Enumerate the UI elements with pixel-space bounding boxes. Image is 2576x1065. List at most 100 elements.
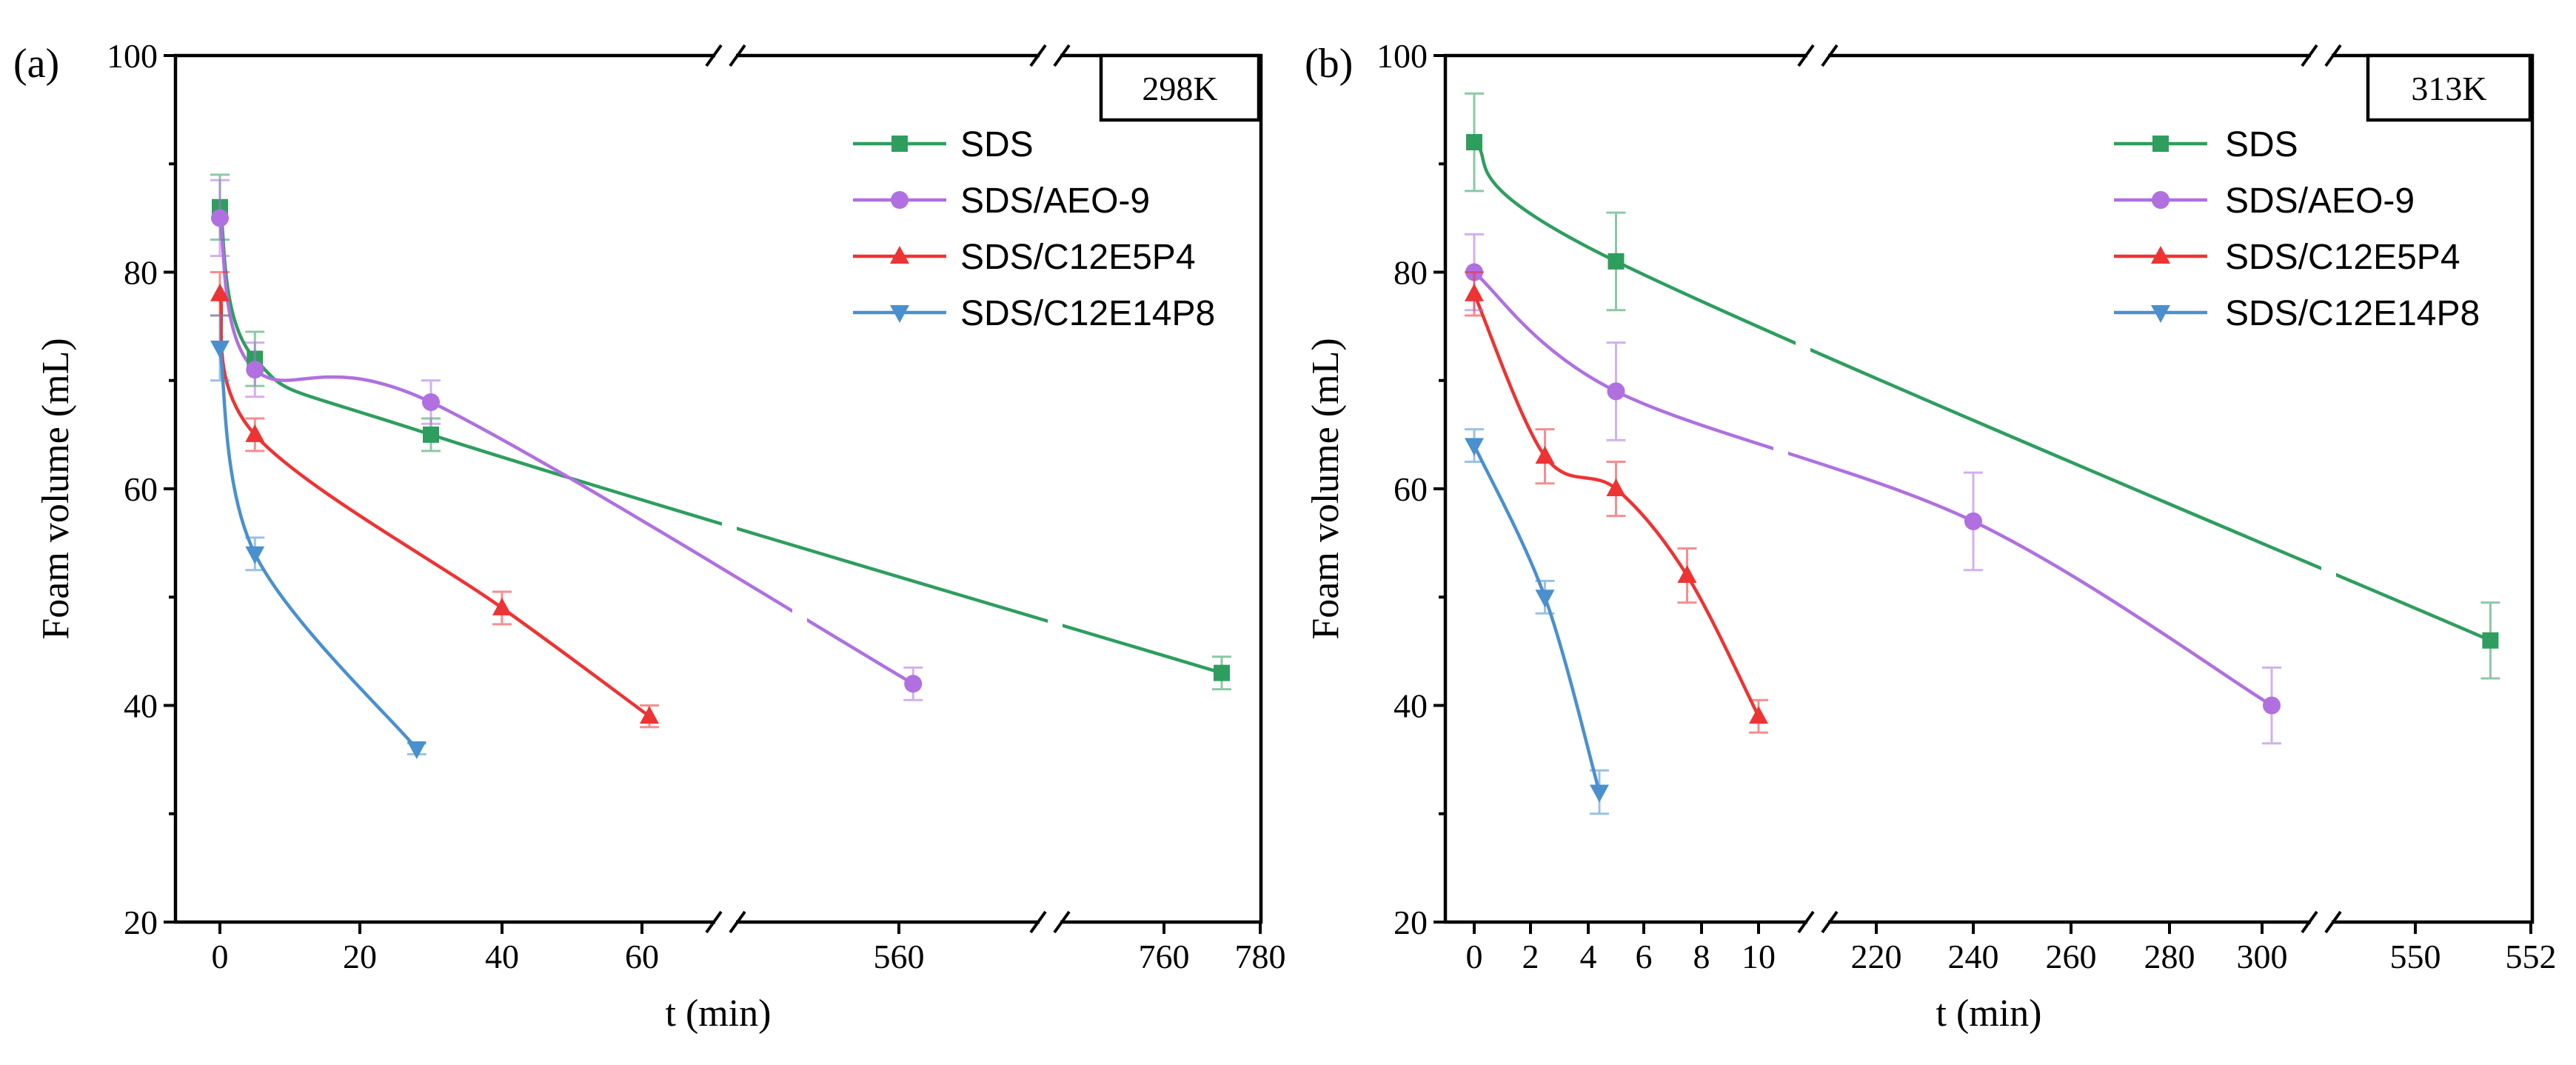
series-line-break-gap: [2321, 548, 2336, 593]
legend-marker: [891, 191, 909, 209]
temperature-label: 298K: [1142, 70, 1217, 107]
legend-label: SDS/AEO-9: [960, 181, 1150, 221]
data-point: [245, 546, 265, 564]
y-tick-label: 40: [124, 687, 158, 725]
x-tick-label: 300: [2237, 938, 2288, 975]
series-points: [1465, 92, 2500, 680]
data-point: [904, 675, 923, 693]
axis-break-slash: [1821, 44, 1839, 67]
series-line: [218, 217, 914, 686]
series-line-break-gap: [1773, 429, 1788, 474]
y-axis-title: Foam volume (mL): [35, 338, 77, 639]
series-points: [1465, 271, 1768, 734]
series-points: [1465, 428, 1609, 815]
legend-item: SDS/C12E14P8: [2114, 294, 2480, 333]
y-tick-label: 80: [1394, 254, 1428, 292]
series-line: [218, 293, 651, 718]
axis-break: [705, 910, 746, 934]
series-line: [218, 207, 1222, 675]
x-tick-label: 60: [625, 938, 659, 975]
data-point: [423, 426, 439, 443]
legend-label: SDS: [2225, 125, 2298, 164]
data-point: [211, 209, 229, 227]
legend-item: SDS/C12E14P8: [853, 294, 1215, 333]
legend-item: SDS/AEO-9: [853, 181, 1150, 221]
axis-break: [705, 44, 746, 67]
data-point: [1677, 565, 1697, 583]
legend-label: SDS/C12E14P8: [2225, 294, 2480, 333]
legend-item: SDS: [2114, 125, 2298, 164]
data-point: [640, 706, 659, 724]
y-tick-label: 80: [124, 254, 158, 292]
data-point: [1964, 512, 1982, 530]
legend-item: SDS/C12E5P4: [853, 238, 1196, 277]
legend-label: SDS/C12E5P4: [960, 238, 1196, 277]
data-point: [1590, 784, 1609, 803]
series-points: [210, 178, 923, 701]
axis-break: [1797, 910, 1839, 934]
panel-label: (a): [13, 41, 59, 87]
data-point: [2263, 696, 2281, 715]
series-line: [1473, 141, 2492, 642]
legend-item: SDS/C12E5P4: [2114, 238, 2460, 277]
x-tick-label: 8: [1693, 938, 1710, 975]
x-axis-title: t (min): [666, 992, 772, 1035]
y-tick-label: 60: [124, 470, 158, 508]
panel-b: 20 40 60 80 100 0 2 4 6 8 10 220 240 260 280 300 550 552 t…: [1305, 37, 2557, 1035]
x-tick-label: 260: [2046, 938, 2097, 975]
series-line-break-gap: [722, 502, 737, 547]
data-point: [407, 741, 426, 759]
series-line-break-gap: [1048, 600, 1063, 645]
axis-break-slash: [1029, 44, 1047, 67]
y-tick-label: 100: [1376, 37, 1428, 75]
legend-marker: [2151, 246, 2170, 264]
data-point: [1608, 253, 1625, 270]
legend-marker: [2152, 136, 2169, 152]
data-point: [210, 340, 230, 358]
data-point: [1749, 706, 1768, 724]
data-point: [1465, 438, 1484, 456]
panel-a: 20 40 60 80 100 0 20 40 60 560 760 780 t (min) Foam v…: [13, 37, 1286, 1035]
x-tick-label: 760: [1139, 938, 1190, 975]
x-tick-label: 780: [1235, 938, 1286, 975]
axis-break-slash: [1053, 910, 1071, 934]
y-tick-label: 100: [107, 37, 158, 75]
panel-label: (b): [1305, 41, 1353, 87]
axis-break: [1797, 44, 1839, 67]
axis-break-slash: [1053, 44, 1071, 67]
axis-break-slash: [2324, 910, 2342, 934]
axis-break-slash: [2301, 44, 2318, 67]
legend-marker: [890, 246, 909, 264]
y-axis-title: Foam volume (mL): [1305, 338, 1347, 639]
legend-marker: [2151, 305, 2170, 323]
data-point: [245, 424, 265, 442]
data-point: [246, 361, 264, 379]
x-axis-title: t (min): [1936, 992, 2042, 1035]
x-tick-label: 10: [1742, 938, 1776, 975]
legend: SDS SDS/AEO-9 SDS/C12E5P4 SDS/C12E14P8: [853, 125, 1215, 333]
data-point: [1535, 446, 1555, 464]
temperature-box: [2366, 53, 2532, 122]
axis-break-slash: [729, 910, 746, 934]
series-points: [210, 271, 659, 729]
axis-break-slash: [1821, 910, 1839, 934]
axis-break-slash: [1797, 910, 1815, 934]
axis-break-slash: [729, 44, 746, 67]
y-tick-label: 40: [1394, 687, 1428, 725]
x-tick-label: 552: [2506, 938, 2557, 975]
legend-item: SDS/AEO-9: [2114, 181, 2415, 221]
x-tick-label: 2: [1522, 938, 1539, 975]
series-points: [210, 314, 426, 759]
legend-item: SDS: [853, 125, 1034, 164]
x-tick-label: 550: [2390, 938, 2441, 975]
axis-break-slash: [1029, 910, 1047, 934]
y-tick-label: 60: [1394, 470, 1428, 508]
series-line-break-gap: [1796, 320, 1810, 365]
legend-marker: [891, 136, 908, 152]
axis-break-slash: [705, 44, 723, 67]
x-tick-label: 560: [874, 938, 925, 975]
x-tick-label: 4: [1580, 938, 1597, 975]
data-point: [1214, 664, 1230, 681]
x-tick-label: 0: [1466, 938, 1483, 975]
